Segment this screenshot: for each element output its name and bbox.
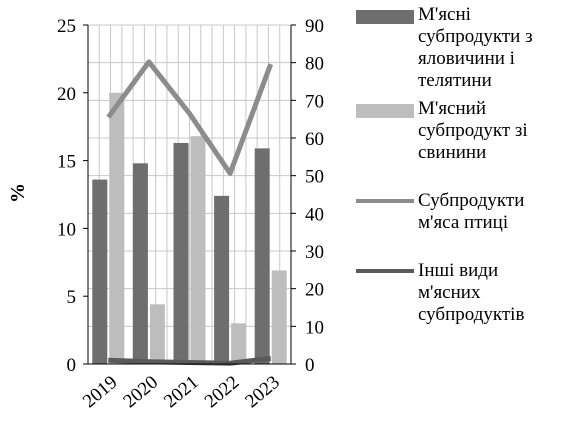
y-axis-label: %: [7, 183, 29, 203]
y2-tick-label: 80: [305, 54, 324, 75]
bar: [109, 92, 125, 365]
legend-swatch: [356, 104, 414, 118]
legend-item: Субпродукти м'яса птиці: [352, 190, 561, 234]
legend-swatch: [356, 10, 414, 24]
y2-tick-label: 0: [305, 355, 315, 376]
bar: [92, 179, 108, 364]
y-tick-label: 20: [57, 84, 76, 105]
x-tick-label: 2021: [160, 372, 203, 413]
axes: [83, 24, 296, 365]
legend-label: Субпродукти м'яса птиці: [418, 190, 525, 233]
legend-swatch: [356, 199, 414, 203]
bar: [173, 142, 189, 364]
series-line: [106, 59, 274, 176]
x-tick-label: 2019: [79, 372, 122, 413]
legend-swatch: [356, 269, 414, 273]
y2-tick-label: 70: [305, 91, 324, 112]
y2-tick-label: 10: [305, 317, 324, 338]
y2-tick-label: 40: [305, 204, 324, 225]
bar: [132, 163, 148, 364]
x-tick-label: 2020: [120, 372, 163, 413]
y-tick-label: 15: [57, 152, 76, 173]
bar: [214, 195, 230, 364]
bar: [254, 148, 270, 364]
series-line: [108, 355, 271, 366]
bar: [231, 323, 247, 364]
y-tick-label: 0: [67, 355, 77, 376]
legend-label: М'ясні субпродукти з яловичини і телятин…: [418, 4, 533, 91]
legend-label: Інші види м'ясних субпродуктів: [418, 260, 525, 325]
y2-tick-label: 20: [305, 280, 324, 301]
y2-tick-label: 60: [305, 129, 324, 150]
legend: М'ясні субпродукти з яловичини і телятин…: [352, 4, 561, 326]
legend-item: Інші види м'ясних субпродуктів: [352, 260, 561, 326]
legend-label: М'ясний субпродукт зі свинини: [418, 98, 528, 163]
y-tick-label: 5: [67, 287, 77, 308]
legend-item: М'ясні субпродукти з яловичини і телятин…: [352, 4, 561, 92]
bars: [92, 92, 287, 365]
legend-item: М'ясний субпродукт зі свинини: [352, 98, 561, 164]
bar: [271, 270, 287, 364]
series-lines: [106, 59, 274, 366]
y2-tick-label: 50: [305, 167, 324, 188]
y-tick-label: 25: [57, 16, 76, 37]
x-tick-label: 2023: [241, 372, 284, 413]
y2-tick-label: 90: [305, 16, 324, 37]
y-tick-label: 10: [57, 219, 76, 240]
bar: [149, 304, 165, 364]
y2-tick-label: 30: [305, 242, 324, 263]
x-tick-label: 2022: [201, 372, 244, 413]
bar: [190, 136, 206, 364]
